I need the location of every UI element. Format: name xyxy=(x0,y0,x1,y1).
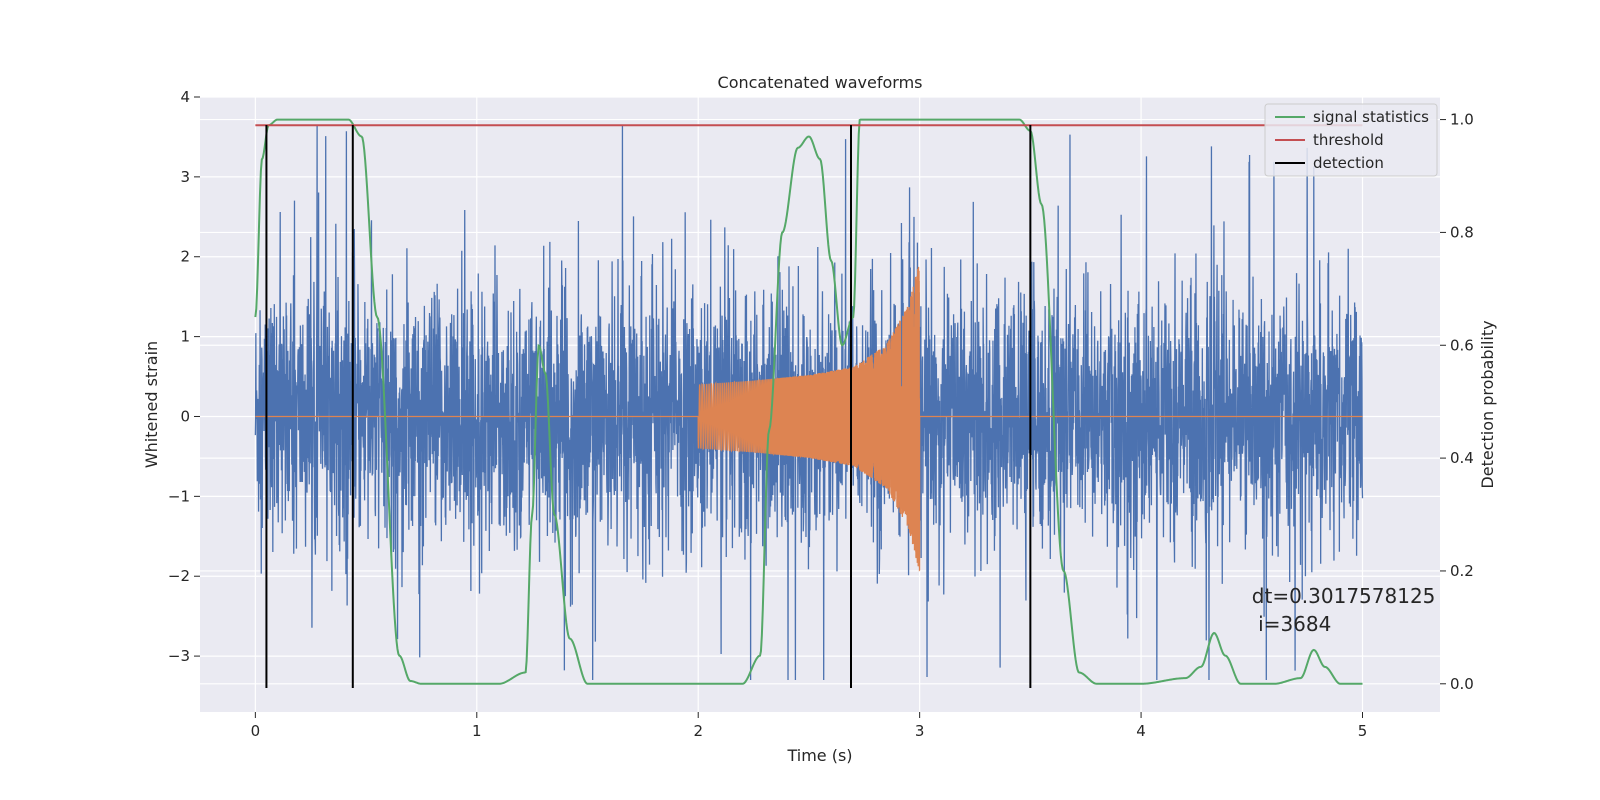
y2-tick-label: 0.8 xyxy=(1450,223,1474,241)
x-axis-label: Time (s) xyxy=(786,746,852,765)
legend-box xyxy=(1264,103,1438,177)
legend-entry-detection: detection xyxy=(1313,154,1384,172)
plot-content xyxy=(254,118,1364,689)
x-tick-label: 2 xyxy=(693,722,703,740)
y-tick-label: 3 xyxy=(180,168,190,186)
y-tick-label: −1 xyxy=(168,487,190,505)
y-tick-label: 1 xyxy=(180,328,190,346)
y2-axis-label: Detection probability xyxy=(1478,320,1497,488)
legend-entry-signal-statistics: signal statistics xyxy=(1313,108,1429,126)
legend: signal statistics threshold detection xyxy=(1264,103,1438,177)
y2-tick-label: 0.2 xyxy=(1450,562,1474,580)
legend-entry-threshold: threshold xyxy=(1313,131,1384,149)
y2-tick-label: 0.6 xyxy=(1450,336,1474,354)
y-tick-label: 2 xyxy=(180,248,190,266)
y2-tick-label: 0.0 xyxy=(1450,675,1474,693)
x-tick-label: 0 xyxy=(251,722,261,740)
annotation-index: i=3684 xyxy=(1252,612,1332,636)
y-tick-label: −2 xyxy=(168,567,190,585)
y-tick-label: 0 xyxy=(180,407,190,425)
y2-tick-label: 0.4 xyxy=(1450,449,1474,467)
ticks: 0 1 2 3 4 5 −3 −2 −1 0 1 2 3 4 0.0 0.2 0.4 0.6 0.8 1.0 xyxy=(168,88,1474,740)
y-axis-label: Whitened strain xyxy=(142,341,161,468)
waveform-series xyxy=(255,266,1363,572)
y-tick-label: −3 xyxy=(168,647,190,665)
annotation-dt: dt=0.3017578125 xyxy=(1252,584,1436,608)
x-tick-label: 4 xyxy=(1136,722,1146,740)
x-tick-label: 1 xyxy=(472,722,482,740)
signal-statistics-series xyxy=(254,118,1363,685)
x-tick-label: 3 xyxy=(915,722,925,740)
grid xyxy=(200,96,1440,712)
y2-tick-label: 1.0 xyxy=(1450,111,1474,129)
y-tick-label: 4 xyxy=(180,88,190,106)
chart-title: Concatenated waveforms xyxy=(718,73,923,92)
x-tick-label: 5 xyxy=(1358,722,1368,740)
